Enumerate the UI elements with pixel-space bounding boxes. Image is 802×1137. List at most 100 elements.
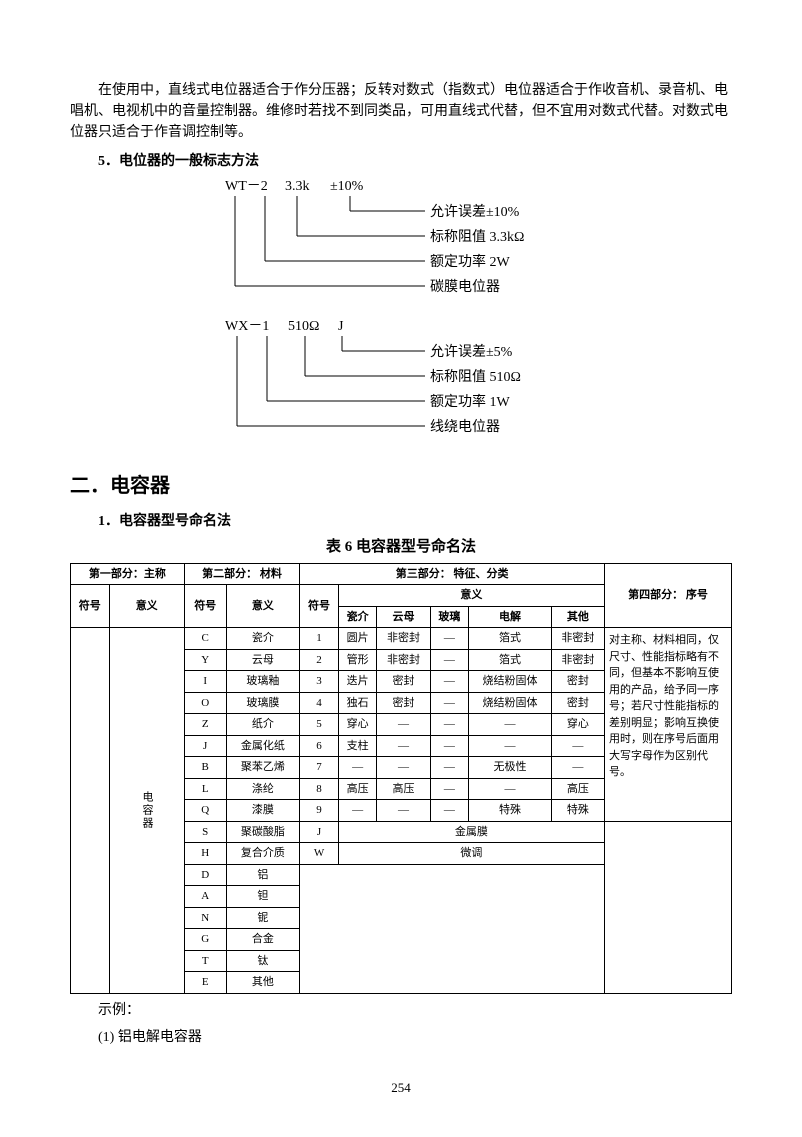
table-cell: 烧结粉固体: [469, 671, 552, 693]
subsection-1-title: 1．电容器型号命名法: [98, 511, 732, 532]
table-cell: G: [184, 929, 226, 951]
th-mean1: 意义: [109, 585, 184, 628]
diag2-label-3: 额定功率 1W: [430, 392, 510, 413]
table-cell-span: 金属膜: [338, 821, 604, 843]
table-cell: Q: [184, 800, 226, 822]
th-mean2: 意义: [226, 585, 300, 628]
th-col-1: 云母: [377, 606, 430, 628]
td-empty: [605, 821, 732, 993]
table-cell: 铌: [226, 907, 300, 929]
table-cell: 非密封: [377, 649, 430, 671]
td-blank: [300, 864, 605, 993]
diag1-label-4: 碳膜电位器: [430, 277, 500, 298]
example-1: (1) 铝电解电容器: [98, 1027, 732, 1048]
table-cell: 迭片: [338, 671, 377, 693]
table-cell: —: [430, 757, 469, 779]
table-cell: 2: [300, 649, 339, 671]
diag2-label-2: 标称阻值 510Ω: [430, 367, 521, 388]
table-cell: 高压: [551, 778, 604, 800]
table-cell: 密封: [377, 671, 430, 693]
table-cell: 支柱: [338, 735, 377, 757]
table-cell: T: [184, 950, 226, 972]
table-cell: —: [551, 757, 604, 779]
table-cell: 箔式: [469, 649, 552, 671]
diagram-1: WT－2 3.3k ±10% 允许误差±10% 标称阻值 3.3kΩ 额定功率 …: [70, 176, 732, 306]
table-cell: —: [377, 800, 430, 822]
table-cell: —: [377, 757, 430, 779]
table-cell: 特殊: [551, 800, 604, 822]
table-cell: —: [430, 628, 469, 650]
table-cell: —: [338, 800, 377, 822]
td-main-mean: 电容器: [109, 628, 184, 994]
table-cell: H: [184, 843, 226, 865]
table-cell: S: [184, 821, 226, 843]
diag1-label-2: 标称阻值 3.3kΩ: [430, 227, 524, 248]
table-cell: 4: [300, 692, 339, 714]
table-cell: 金属化纸: [226, 735, 300, 757]
table-6-caption: 表 6 电容器型号命名法: [70, 536, 732, 559]
diag2-label-1: 允许误差±5%: [430, 342, 512, 363]
td-main-sym: [71, 628, 110, 994]
table-cell: Y: [184, 649, 226, 671]
table-cell: 非密封: [377, 628, 430, 650]
table-cell: —: [469, 714, 552, 736]
table-cell: Z: [184, 714, 226, 736]
table-cell: 钽: [226, 886, 300, 908]
table-cell: —: [430, 671, 469, 693]
table-cell: —: [469, 778, 552, 800]
table-cell: —: [430, 714, 469, 736]
table-cell: 非密封: [551, 649, 604, 671]
th-mean3: 意义: [338, 585, 604, 607]
table-cell: 密封: [377, 692, 430, 714]
table-cell: 穿心: [551, 714, 604, 736]
section-5-title: 5．电位器的一般标志方法: [98, 151, 732, 172]
table-6: 第一部分：主称 第二部分： 材料 第三部分： 特征、分类 第四部分： 序号 符号…: [70, 563, 732, 994]
table-cell: —: [377, 735, 430, 757]
table-cell: —: [430, 692, 469, 714]
table-cell: 玻璃膜: [226, 692, 300, 714]
table-cell: —: [551, 735, 604, 757]
table-cell: L: [184, 778, 226, 800]
table-cell: —: [430, 778, 469, 800]
table-cell: 8: [300, 778, 339, 800]
table-cell: —: [430, 800, 469, 822]
table-cell: 密封: [551, 671, 604, 693]
table-cell: 纸介: [226, 714, 300, 736]
table-cell: 无极性: [469, 757, 552, 779]
table-cell: A: [184, 886, 226, 908]
table-cell: 3: [300, 671, 339, 693]
page-number: 254: [70, 1078, 732, 1098]
diagram-2: WX－1 510Ω J 允许误差±5% 标称阻值 510Ω 额定功率 1W 线绕…: [70, 316, 732, 451]
table-cell: 烧结粉固体: [469, 692, 552, 714]
th-sym2: 符号: [184, 585, 226, 628]
th-part4: 第四部分： 序号: [605, 563, 732, 628]
table-cell: —: [430, 649, 469, 671]
table-cell: 高压: [377, 778, 430, 800]
table-cell: E: [184, 972, 226, 994]
table-cell: 箔式: [469, 628, 552, 650]
table-cell-span: 微调: [338, 843, 604, 865]
table-cell: 玻璃釉: [226, 671, 300, 693]
table-cell: —: [430, 735, 469, 757]
table-cell: 密封: [551, 692, 604, 714]
table-cell: 穿心: [338, 714, 377, 736]
table-cell: 其他: [226, 972, 300, 994]
th-col-4: 其他: [551, 606, 604, 628]
table-cell: 非密封: [551, 628, 604, 650]
th-col-0: 瓷介: [338, 606, 377, 628]
table-cell: C: [184, 628, 226, 650]
table-cell: 聚苯乙烯: [226, 757, 300, 779]
th-col-3: 电解: [469, 606, 552, 628]
table-cell: 涤纶: [226, 778, 300, 800]
table-cell: 合金: [226, 929, 300, 951]
table-cell: B: [184, 757, 226, 779]
th-part3: 第三部分： 特征、分类: [300, 563, 605, 585]
example-label: 示例：: [98, 1000, 732, 1021]
table-cell: 独石: [338, 692, 377, 714]
table-cell: 7: [300, 757, 339, 779]
table-cell: N: [184, 907, 226, 929]
table-cell: 圆片: [338, 628, 377, 650]
th-sym1: 符号: [71, 585, 110, 628]
table-cell: 9: [300, 800, 339, 822]
table-cell: 特殊: [469, 800, 552, 822]
